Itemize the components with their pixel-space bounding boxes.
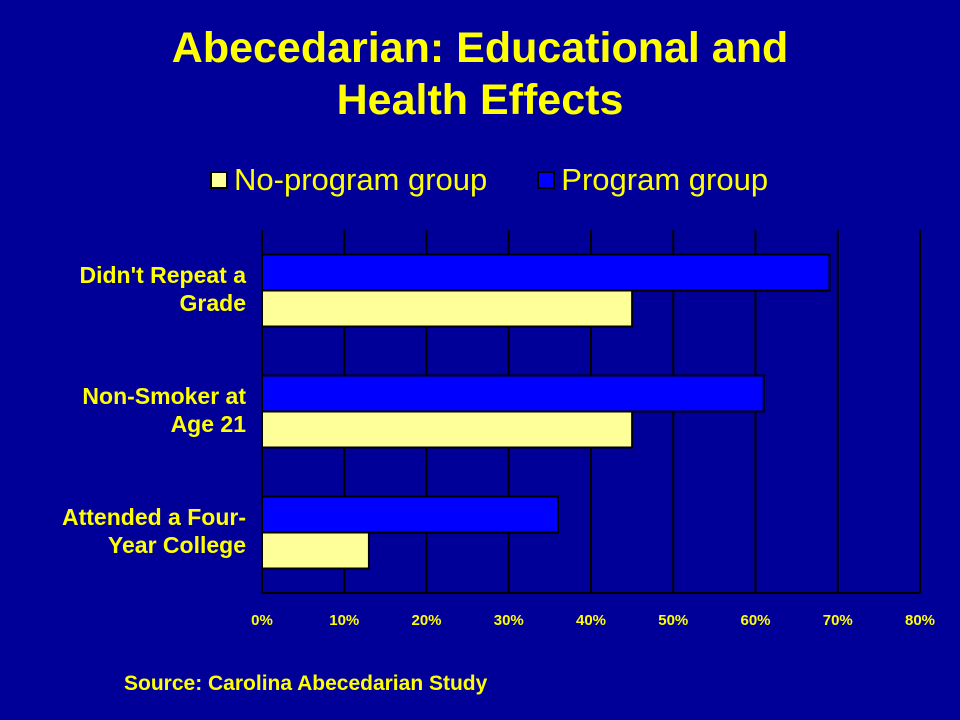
bar-no-program-1 <box>261 410 634 449</box>
legend-item-program: Program group <box>537 162 768 198</box>
category-label-0: Didn't Repeat a Grade <box>16 261 247 317</box>
legend-label-no-program: No-program group <box>234 162 488 197</box>
category-label-2-line-0: Attended a Four- <box>62 503 246 530</box>
legend-item-no-program: No-program group <box>210 162 487 198</box>
legend-swatch-no-program <box>210 171 228 189</box>
bar-program-0 <box>261 253 831 292</box>
bar-program-1 <box>261 374 765 413</box>
x-tick-label-2: 20% <box>411 612 441 629</box>
category-label-1-line-1: Age 21 <box>170 410 246 437</box>
legend-swatch-program <box>537 171 556 189</box>
chart-title: Abecedarian: Educational and Health Effe… <box>0 22 960 126</box>
title-line-1: Abecedarian: Educational and <box>171 24 789 72</box>
category-label-2: Attended a Four- Year College <box>16 503 246 559</box>
category-label-2-line-1: Year College <box>107 531 246 558</box>
x-tick-label-8: 80% <box>905 612 935 629</box>
legend-label-program: Program group <box>561 162 769 197</box>
x-tick-label-5: 50% <box>658 612 688 629</box>
x-tick-label-6: 60% <box>740 612 770 629</box>
title-line-2: Health Effects <box>336 76 624 124</box>
source-note: Source: Carolina Abecedarian Study <box>124 672 488 695</box>
category-label-0-line-1: Grade <box>179 289 246 316</box>
bar-program-2 <box>261 495 560 534</box>
x-tick-label-0: 0% <box>251 612 273 629</box>
x-tick-label-4: 40% <box>576 612 606 629</box>
bar-no-program-0 <box>261 289 634 328</box>
category-label-0-line-0: Didn't Repeat a <box>79 261 247 288</box>
x-tick-label-7: 70% <box>823 612 853 629</box>
x-tick-label-1: 10% <box>329 612 359 629</box>
legend: No-program group Program group <box>210 160 818 200</box>
category-label-1: Non-Smoker at Age 21 <box>16 382 246 438</box>
x-tick-label-3: 30% <box>494 612 524 629</box>
category-label-1-line-0: Non-Smoker at <box>82 382 246 409</box>
bar-no-program-2 <box>261 531 370 570</box>
